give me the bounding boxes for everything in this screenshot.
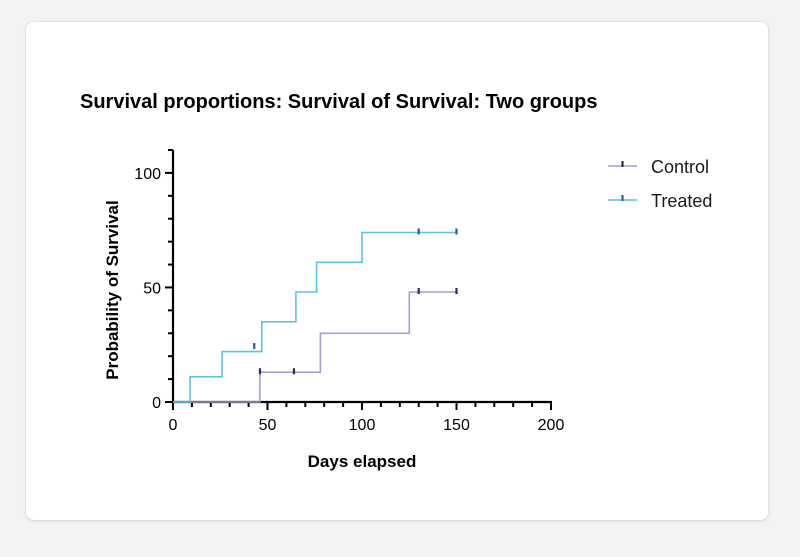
plot-area: 0 50 100 0 50 100 150 200 bbox=[134, 149, 565, 434]
x-axis-title: Days elapsed bbox=[308, 452, 417, 471]
survival-chart: Survival proportions: Survival of Surviv… bbox=[80, 91, 712, 471]
y-tick-label: 0 bbox=[152, 395, 161, 412]
legend: Control Treated bbox=[608, 157, 712, 211]
legend-label-control: Control bbox=[651, 157, 709, 177]
x-tick-label: 50 bbox=[259, 417, 277, 434]
chart-title: Survival proportions: Survival of Surviv… bbox=[80, 91, 598, 113]
legend-label-treated: Treated bbox=[651, 191, 712, 211]
x-tick-label: 200 bbox=[538, 417, 565, 434]
y-axis-title: Probability of Survival bbox=[103, 200, 122, 380]
x-tick-label: 0 bbox=[169, 417, 178, 434]
x-tick-label: 150 bbox=[443, 417, 470, 434]
y-tick-label: 100 bbox=[134, 166, 161, 183]
chart-card: Survival proportions: Survival of Surviv… bbox=[26, 22, 768, 520]
x-tick-label: 100 bbox=[349, 417, 376, 434]
series-line-treated bbox=[173, 231, 457, 403]
y-tick-label: 50 bbox=[143, 280, 161, 297]
series-line-control bbox=[173, 291, 457, 403]
